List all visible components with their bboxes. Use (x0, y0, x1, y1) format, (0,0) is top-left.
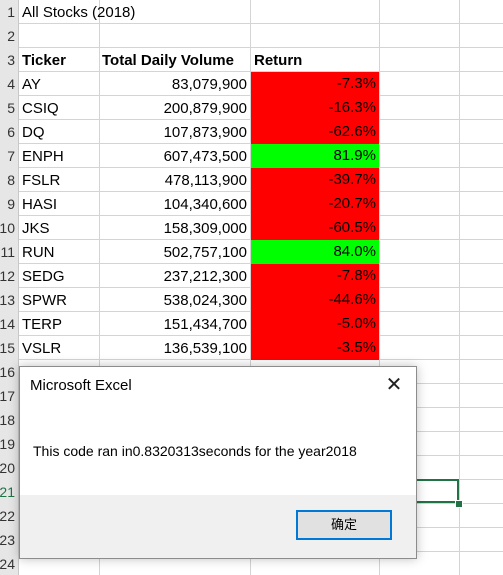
dialog-footer: 确定 (20, 495, 416, 558)
ticker-cell[interactable]: HASI (22, 196, 58, 213)
fill-handle[interactable] (455, 500, 463, 508)
row-number[interactable]: 21 (0, 484, 15, 500)
ticker-cell[interactable]: SEDG (22, 268, 65, 285)
row-number[interactable]: 4 (7, 76, 15, 92)
volume-cell[interactable]: 83,079,900 (171, 76, 247, 93)
return-cell[interactable]: -16.3% (251, 96, 379, 120)
return-cell[interactable]: -7.8% (251, 264, 379, 288)
dialog-title: Microsoft Excel (30, 377, 132, 394)
column-gridline (379, 0, 380, 575)
row-gridline (19, 71, 503, 72)
volume-cell[interactable]: 538,024,300 (163, 292, 247, 309)
ticker-cell[interactable]: DQ (22, 124, 45, 141)
volume-cell[interactable]: 136,539,100 (163, 340, 247, 357)
return-cell[interactable]: -3.5% (251, 336, 379, 360)
row-number[interactable]: 24 (0, 556, 15, 572)
row-number[interactable]: 14 (0, 316, 15, 332)
return-cell[interactable]: -44.6% (251, 288, 379, 312)
row-number[interactable]: 2 (7, 28, 15, 44)
header-return[interactable]: Return (254, 52, 303, 69)
row-number[interactable]: 5 (7, 100, 15, 116)
return-cell[interactable]: -7.3% (251, 72, 379, 96)
volume-cell[interactable]: 478,113,900 (164, 172, 247, 189)
ticker-cell[interactable]: ENPH (22, 148, 64, 165)
volume-cell[interactable]: 151,434,700 (163, 316, 247, 333)
ticker-cell[interactable]: AY (22, 76, 41, 93)
message-dialog: Microsoft Excel ✕ This code ran in0.8320… (19, 366, 417, 559)
volume-cell[interactable]: 107,873,900 (163, 124, 247, 141)
return-cell[interactable]: -39.7% (251, 168, 379, 192)
row-number[interactable]: 22 (0, 508, 15, 524)
header-volume[interactable]: Total Daily Volume (102, 52, 234, 69)
return-cell[interactable]: 81.9% (251, 144, 379, 168)
row-number[interactable]: 23 (0, 532, 15, 548)
volume-cell[interactable]: 104,340,600 (163, 196, 247, 213)
return-cell[interactable]: -60.5% (251, 216, 379, 240)
column-gridline (250, 0, 251, 575)
row-number[interactable]: 20 (0, 460, 15, 476)
ticker-cell[interactable]: CSIQ (22, 100, 59, 117)
sheet-title[interactable]: All Stocks (2018) (22, 4, 136, 21)
row-header[interactable]: 1 2 3 4 5 6 7 8 9 10 11 12 13 14 15 16 17 18 19 20 21 22 23 24 (0, 0, 19, 575)
column-gridline (99, 0, 100, 575)
row-gridline (19, 47, 503, 48)
row-number[interactable]: 16 (0, 364, 15, 380)
row-number[interactable]: 7 (7, 148, 15, 164)
ticker-cell[interactable]: RUN (22, 244, 55, 261)
ticker-cell[interactable]: SPWR (22, 292, 67, 309)
row-number[interactable]: 11 (0, 244, 15, 260)
ticker-cell[interactable]: TERP (22, 316, 63, 333)
row-number[interactable]: 17 (0, 388, 15, 404)
row-number[interactable]: 1 (7, 4, 15, 20)
dialog-message: This code ran in0.8320313seconds for the… (33, 443, 357, 459)
volume-cell[interactable]: 158,309,000 (163, 220, 247, 237)
column-gridline (459, 0, 460, 575)
header-ticker[interactable]: Ticker (22, 52, 66, 69)
ticker-cell[interactable]: FSLR (22, 172, 61, 189)
volume-cell[interactable]: 502,757,100 (163, 244, 247, 261)
volume-cell[interactable]: 607,473,500 (163, 148, 247, 165)
return-cell[interactable]: -62.6% (251, 120, 379, 144)
close-icon[interactable]: ✕ (385, 374, 403, 396)
row-number[interactable]: 6 (7, 124, 15, 140)
row-number[interactable]: 12 (0, 268, 15, 284)
ticker-cell[interactable]: VSLR (22, 340, 62, 357)
row-gridline (19, 23, 503, 24)
row-number[interactable]: 8 (7, 172, 15, 188)
return-cell[interactable]: 84.0% (251, 240, 379, 264)
row-number[interactable]: 18 (0, 412, 15, 428)
volume-cell[interactable]: 200,879,900 (163, 100, 247, 117)
return-cell[interactable]: -5.0% (251, 312, 379, 336)
row-number[interactable]: 9 (7, 196, 15, 212)
row-number[interactable]: 13 (0, 292, 15, 308)
row-number[interactable]: 19 (0, 436, 15, 452)
row-number[interactable]: 15 (0, 340, 15, 356)
ticker-cell[interactable]: JKS (22, 220, 50, 237)
return-cell[interactable]: -20.7% (251, 192, 379, 216)
volume-cell[interactable]: 237,212,300 (163, 268, 247, 285)
row-number[interactable]: 3 (7, 52, 15, 68)
row-number[interactable]: 10 (0, 220, 15, 236)
ok-button[interactable]: 确定 (296, 510, 392, 540)
